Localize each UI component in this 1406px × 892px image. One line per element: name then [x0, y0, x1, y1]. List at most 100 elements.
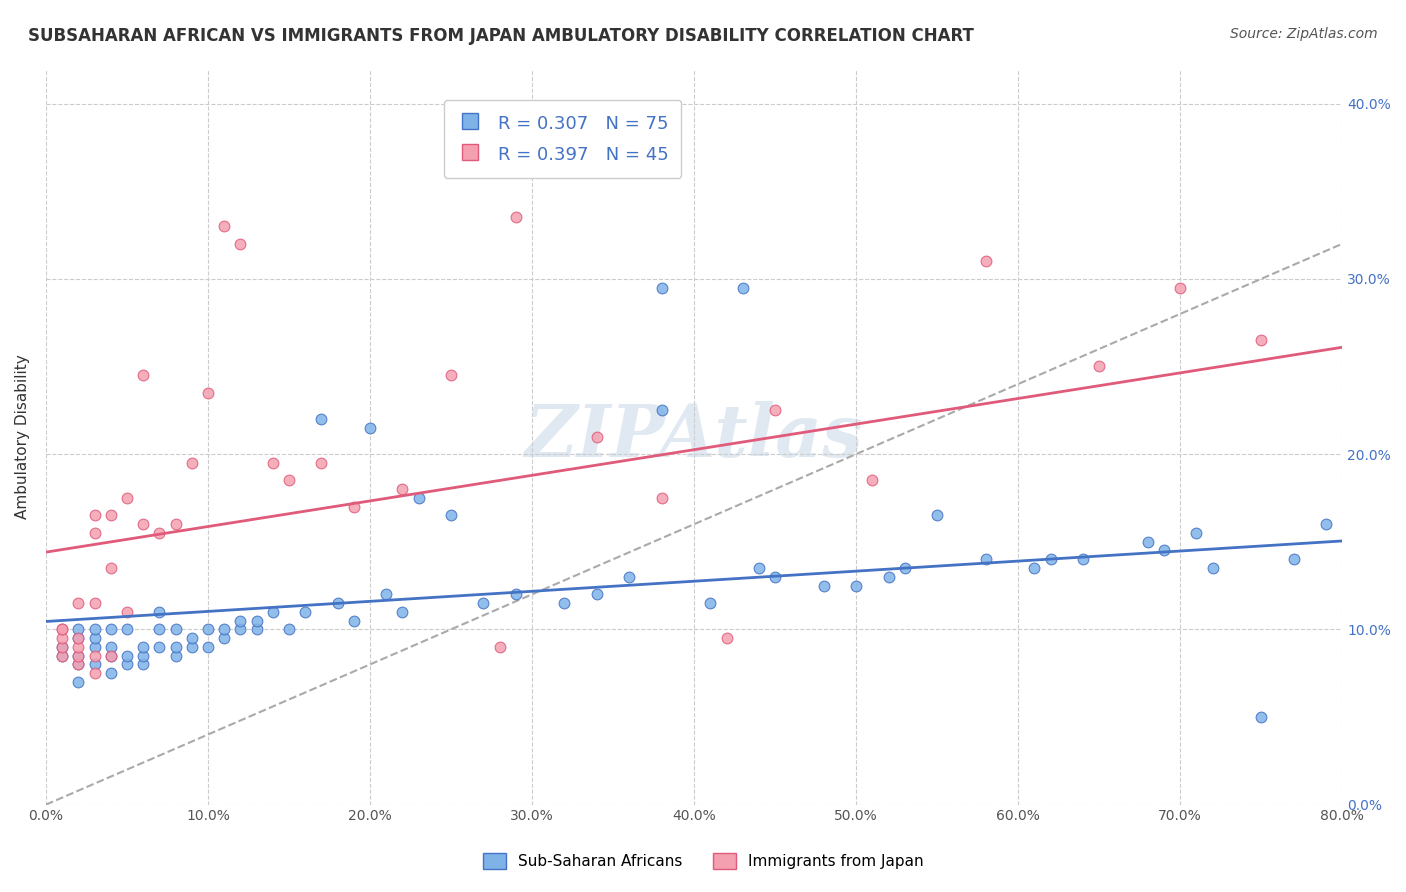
- Point: [860, 474, 883, 488]
- Point: [148, 640, 170, 654]
- Point: [974, 552, 997, 566]
- Point: [1282, 552, 1305, 566]
- Point: [100, 623, 122, 637]
- Point: [51, 648, 73, 663]
- Point: [148, 605, 170, 619]
- Point: [67, 640, 90, 654]
- Point: [165, 648, 187, 663]
- Point: [83, 596, 105, 610]
- Point: [326, 596, 349, 610]
- Point: [67, 631, 90, 645]
- Legend: Sub-Saharan Africans, Immigrants from Japan: Sub-Saharan Africans, Immigrants from Ja…: [477, 847, 929, 875]
- Point: [1088, 359, 1111, 374]
- Point: [763, 570, 786, 584]
- Point: [212, 623, 235, 637]
- Point: [1153, 543, 1175, 558]
- Point: [651, 403, 673, 417]
- Point: [212, 631, 235, 645]
- Point: [278, 623, 301, 637]
- Point: [877, 570, 900, 584]
- Point: [115, 657, 138, 672]
- Text: SUBSAHARAN AFRICAN VS IMMIGRANTS FROM JAPAN AMBULATORY DISABILITY CORRELATION CH: SUBSAHARAN AFRICAN VS IMMIGRANTS FROM JA…: [28, 27, 974, 45]
- Point: [1024, 561, 1046, 575]
- Point: [100, 648, 122, 663]
- Point: [359, 421, 381, 435]
- Point: [1168, 280, 1191, 294]
- Point: [67, 596, 90, 610]
- Point: [1250, 333, 1272, 347]
- Point: [115, 491, 138, 505]
- Point: [115, 648, 138, 663]
- Point: [83, 508, 105, 523]
- Point: [67, 648, 90, 663]
- Point: [262, 605, 284, 619]
- Point: [1185, 525, 1208, 540]
- Point: [83, 657, 105, 672]
- Point: [505, 587, 527, 601]
- Point: [699, 596, 721, 610]
- Point: [67, 657, 90, 672]
- Point: [651, 280, 673, 294]
- Legend: R = 0.307   N = 75, R = 0.397   N = 45: R = 0.307 N = 75, R = 0.397 N = 45: [444, 100, 682, 178]
- Point: [115, 623, 138, 637]
- Point: [83, 631, 105, 645]
- Point: [83, 640, 105, 654]
- Point: [51, 640, 73, 654]
- Point: [51, 623, 73, 637]
- Point: [974, 254, 997, 268]
- Point: [51, 648, 73, 663]
- Point: [115, 605, 138, 619]
- Point: [100, 508, 122, 523]
- Point: [100, 561, 122, 575]
- Point: [132, 368, 155, 383]
- Point: [311, 456, 333, 470]
- Point: [132, 640, 155, 654]
- Point: [180, 456, 202, 470]
- Point: [197, 623, 219, 637]
- Point: [165, 517, 187, 532]
- Point: [67, 675, 90, 690]
- Point: [553, 596, 575, 610]
- Point: [586, 429, 609, 443]
- Point: [294, 605, 316, 619]
- Point: [262, 456, 284, 470]
- Point: [505, 211, 527, 225]
- Point: [311, 412, 333, 426]
- Point: [813, 578, 835, 592]
- Point: [83, 623, 105, 637]
- Point: [1039, 552, 1062, 566]
- Point: [440, 368, 463, 383]
- Text: ZIPAtlas: ZIPAtlas: [524, 401, 863, 472]
- Point: [391, 605, 413, 619]
- Point: [894, 561, 917, 575]
- Point: [100, 666, 122, 681]
- Point: [132, 517, 155, 532]
- Point: [67, 648, 90, 663]
- Point: [731, 280, 754, 294]
- Point: [375, 587, 398, 601]
- Point: [408, 491, 430, 505]
- Y-axis label: Ambulatory Disability: Ambulatory Disability: [15, 354, 30, 519]
- Point: [586, 587, 609, 601]
- Point: [197, 640, 219, 654]
- Point: [148, 623, 170, 637]
- Point: [343, 500, 366, 514]
- Point: [1315, 517, 1337, 532]
- Point: [229, 614, 252, 628]
- Point: [165, 640, 187, 654]
- Point: [748, 561, 770, 575]
- Point: [67, 631, 90, 645]
- Point: [278, 474, 301, 488]
- Point: [845, 578, 868, 592]
- Point: [1201, 561, 1223, 575]
- Point: [716, 631, 738, 645]
- Point: [197, 385, 219, 400]
- Point: [1071, 552, 1094, 566]
- Point: [165, 623, 187, 637]
- Point: [67, 657, 90, 672]
- Point: [51, 640, 73, 654]
- Point: [212, 219, 235, 234]
- Point: [51, 623, 73, 637]
- Point: [619, 570, 641, 584]
- Point: [180, 640, 202, 654]
